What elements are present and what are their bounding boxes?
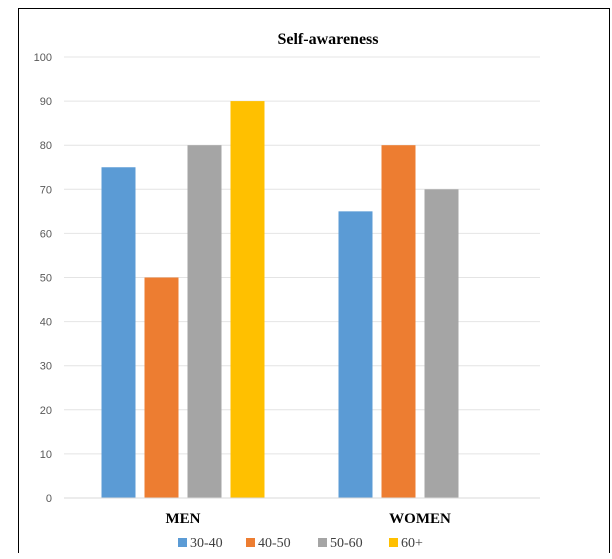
legend-label: 50-60 — [330, 536, 363, 551]
bar — [381, 145, 416, 498]
legend-swatch — [246, 538, 255, 547]
bar — [101, 167, 136, 498]
bar — [144, 277, 179, 498]
y-tick-label: 10 — [40, 449, 52, 461]
y-tick-label: 30 — [40, 361, 52, 373]
y-tick-label: 0 — [46, 493, 52, 505]
legend-label: 30-40 — [190, 536, 223, 551]
gridlines — [64, 56, 540, 455]
legend-label: 40-50 — [258, 536, 291, 551]
legend-swatch — [389, 538, 398, 547]
bar — [424, 189, 459, 499]
legend-swatch — [178, 538, 187, 547]
legend-label: 60+ — [401, 536, 423, 551]
y-tick-label: 100 — [34, 52, 52, 64]
category-labels: MEN WOMEN — [166, 511, 451, 527]
bars — [101, 101, 459, 499]
y-tick-label: 60 — [40, 228, 52, 240]
chart-title: Self-awareness — [277, 31, 378, 48]
y-axis-ticks: 0 10 20 30 40 50 60 70 80 90 100 — [34, 52, 52, 505]
y-tick-label: 80 — [40, 140, 52, 152]
y-tick-label: 50 — [40, 273, 52, 285]
y-tick-label: 90 — [40, 96, 52, 108]
bar — [230, 101, 265, 498]
chart-frame — [18, 8, 610, 553]
x-category-label: MEN — [166, 511, 201, 527]
y-tick-label: 70 — [40, 184, 52, 196]
legend-swatch — [318, 538, 327, 547]
legend: 30-40 40-50 50-60 60+ — [178, 536, 423, 551]
bar — [338, 211, 373, 498]
x-category-label: WOMEN — [389, 511, 451, 527]
bar — [187, 145, 222, 498]
y-tick-label: 40 — [40, 317, 52, 329]
y-tick-label: 20 — [40, 405, 52, 417]
